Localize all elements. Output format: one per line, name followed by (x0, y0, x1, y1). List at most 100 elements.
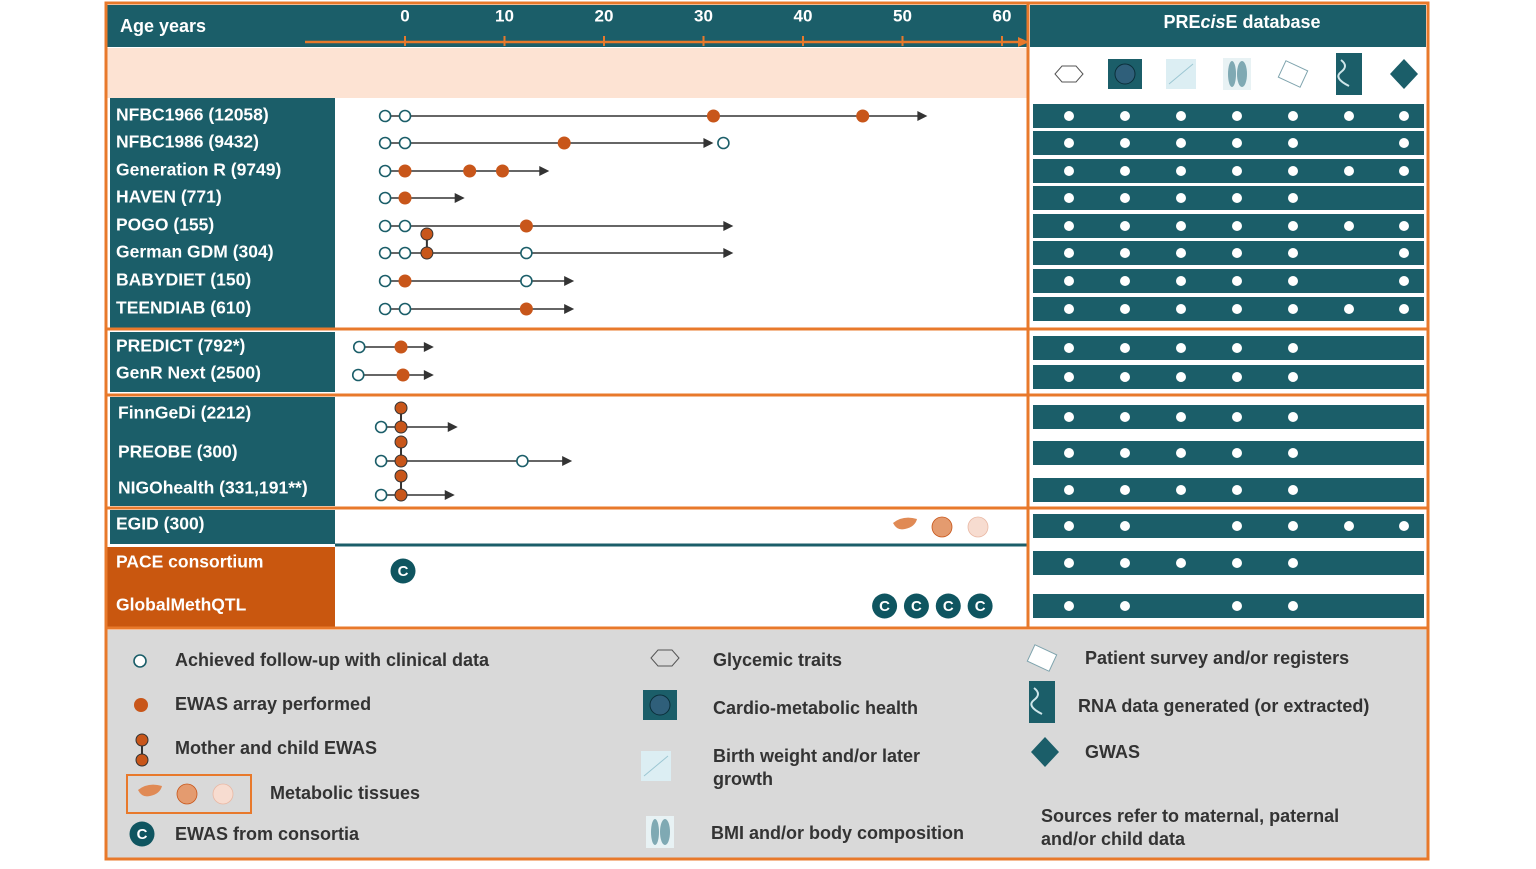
figure-icon (660, 819, 670, 845)
database-dot (1176, 485, 1186, 495)
database-dot (1120, 343, 1130, 353)
database-dot (1344, 521, 1354, 531)
growth-curve (1168, 63, 1194, 85)
database-bar (1033, 514, 1424, 538)
database-dot (1176, 558, 1186, 568)
growth-curve (643, 755, 669, 777)
database-dot (1064, 601, 1074, 611)
gwas-icon (1031, 737, 1059, 767)
peach-band (107, 48, 1028, 98)
legend-label: and/or child data (1041, 829, 1186, 849)
consortium-symbol: C (398, 563, 409, 580)
database-header (1030, 5, 1426, 47)
database-dot (1064, 448, 1074, 458)
database-dot (1176, 138, 1186, 148)
database-dot (1064, 412, 1074, 422)
title-part: cis (1200, 12, 1225, 32)
database-dot (1064, 111, 1074, 121)
cohort-name: Generation R (9749) (116, 160, 281, 180)
rna-icon (1336, 53, 1362, 95)
database-dot (1344, 304, 1354, 314)
child-point (420, 246, 434, 260)
database-dot (1288, 276, 1298, 286)
database-dot (1288, 138, 1298, 148)
mother-point (394, 435, 408, 449)
database-dot (1288, 166, 1298, 176)
legend-label: Glycemic traits (713, 650, 842, 670)
database-bar (1033, 336, 1424, 360)
cohort-name: GenR Next (2500) (116, 363, 261, 383)
database-dot (1288, 448, 1298, 458)
database-dot (1232, 343, 1242, 353)
adipose-icon (176, 783, 198, 805)
ewas-point (398, 274, 412, 288)
consortium-symbol: C (943, 598, 954, 615)
mother-child-point (394, 401, 408, 434)
mother-point (394, 469, 408, 483)
legend-label: RNA data generated (or extracted) (1078, 696, 1369, 716)
follow-up-point (378, 191, 392, 205)
legend-label: growth (713, 769, 773, 789)
database-dot (1120, 248, 1130, 258)
tick-label: 60 (993, 6, 1012, 25)
child-point (394, 420, 408, 434)
database-bar (1033, 159, 1424, 183)
follow-up-point (398, 246, 412, 260)
database-dot (1064, 372, 1074, 382)
label-block (110, 510, 335, 544)
cohort-name: NIGOhealth (331,191**) (118, 478, 308, 498)
database-dot (1399, 276, 1409, 286)
database-dot (1064, 304, 1074, 314)
database-dot (1288, 412, 1298, 422)
database-dot (1288, 221, 1298, 231)
database-dot (1120, 304, 1130, 314)
consortium-symbol: C (975, 598, 986, 615)
legend-label: Achieved follow-up with clinical data (175, 650, 490, 670)
database-dot (1288, 304, 1298, 314)
database-dot (1288, 601, 1298, 611)
legend-label: EWAS array performed (175, 694, 371, 714)
database-dot (1120, 111, 1130, 121)
database-dot (1232, 601, 1242, 611)
label-block (110, 98, 335, 328)
database-bar (1033, 186, 1424, 210)
database-dot (1399, 111, 1409, 121)
legend-label: Birth weight and/or later (713, 746, 920, 766)
database-dot (1064, 138, 1074, 148)
muscle-icon (967, 516, 989, 538)
follow-up-point (374, 420, 388, 434)
database-dot (1120, 601, 1130, 611)
glycemic-icon (1054, 65, 1084, 83)
cohort-name: TEENDIAB (610) (116, 298, 251, 318)
ewas-point (557, 136, 571, 150)
legend-filled (134, 698, 148, 712)
consortium-point: C (872, 593, 898, 619)
legend-label: Mother and child EWAS (175, 738, 377, 758)
database-dot (1288, 193, 1298, 203)
consortium-circle (903, 593, 929, 619)
cohort-name: POGO (155) (116, 215, 214, 235)
database-bar (1033, 269, 1424, 293)
database-dot (1120, 448, 1130, 458)
follow-up-point (378, 302, 392, 316)
cohort-name: BABYDIET (150) (116, 270, 251, 290)
database-dot (1399, 304, 1409, 314)
database-dot (1176, 343, 1186, 353)
legend-child (135, 753, 149, 767)
tick-label: 10 (495, 6, 514, 25)
ewas-point (706, 109, 720, 123)
ewas-point (856, 109, 870, 123)
database-dot (1120, 485, 1130, 495)
database-dot (1288, 558, 1298, 568)
database-dot (1399, 166, 1409, 176)
consortium-point: C (903, 593, 929, 619)
consortium-symbol: C (879, 598, 890, 615)
follow-up-point (520, 274, 533, 288)
follow-up-point (398, 136, 412, 150)
follow-up-point (378, 246, 392, 260)
cohort-name: PREDICT (792*) (116, 336, 245, 356)
cohort-name: GlobalMethQTL (116, 595, 247, 615)
cohort-name: PREOBE (300) (118, 442, 238, 462)
